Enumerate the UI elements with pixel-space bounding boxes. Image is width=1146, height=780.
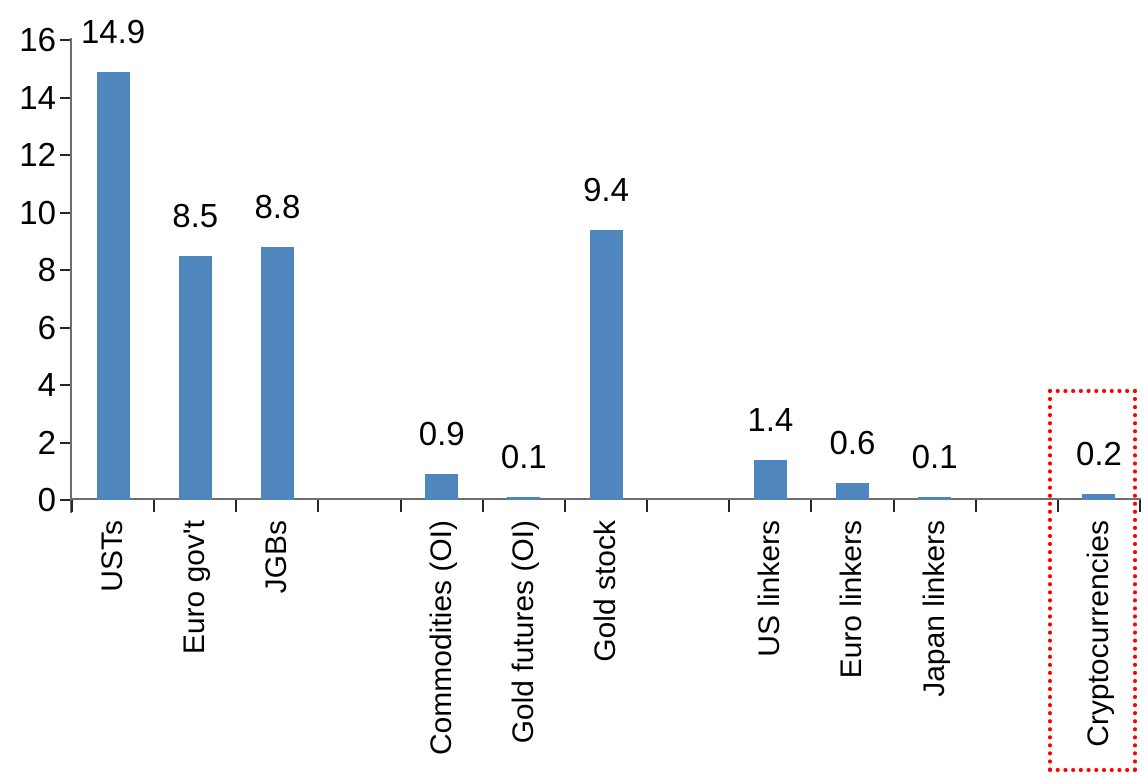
y-axis-tick-label: 0 — [37, 481, 56, 518]
bar — [425, 474, 459, 500]
bar-value-label: 14.9 — [80, 12, 146, 50]
category-label: Gold stock — [589, 520, 622, 662]
y-axis-tick — [60, 326, 70, 329]
y-axis-tick-label: 6 — [37, 308, 56, 346]
x-axis-tick — [153, 500, 156, 512]
y-axis-tick — [60, 384, 70, 386]
y-axis-tick-label: 4 — [37, 366, 56, 403]
x-axis-tick — [399, 500, 402, 512]
x-axis-tick — [1139, 500, 1141, 512]
category-label: JGBs — [260, 520, 294, 594]
category-label: Euro gov't — [178, 520, 212, 655]
y-axis-line — [70, 38, 72, 513]
category-label: Japan linkers — [917, 520, 951, 697]
y-axis-tick — [60, 441, 70, 444]
x-axis-tick — [481, 500, 484, 512]
x-axis-tick — [563, 500, 566, 512]
x-axis-tick — [71, 500, 73, 512]
bar — [96, 71, 130, 500]
y-axis-tick-label: 14 — [19, 78, 56, 116]
bar-value-label: 8.8 — [254, 188, 301, 225]
category-label: Gold futures (OI) — [506, 520, 540, 744]
x-axis-tick — [974, 500, 977, 512]
x-axis-tick — [235, 500, 238, 512]
category-label: USTs — [96, 520, 130, 592]
bar — [918, 497, 952, 500]
y-axis-tick — [60, 499, 70, 501]
highlight-box — [1048, 389, 1137, 772]
x-axis-tick — [810, 500, 813, 512]
y-axis-tick — [60, 269, 70, 271]
bar-value-label: 9.4 — [583, 170, 629, 208]
y-axis-tick-label: 2 — [37, 423, 56, 461]
bar-value-label: 0.1 — [911, 438, 958, 476]
bar-value-label: 8.5 — [172, 196, 219, 234]
bar — [1082, 494, 1116, 500]
bar-value-label: 0.2 — [1075, 435, 1122, 473]
bar — [507, 497, 541, 500]
y-axis-tick — [60, 96, 70, 99]
y-axis-tick-label: 12 — [19, 136, 56, 173]
x-axis-tick — [892, 500, 895, 512]
y-axis-tick — [60, 39, 70, 41]
category-label: Commodities (OI) — [424, 520, 458, 756]
y-axis-tick — [60, 211, 70, 214]
bar — [178, 255, 212, 500]
bar — [753, 459, 787, 500]
x-axis-tick — [1056, 500, 1059, 512]
x-axis-tick — [317, 500, 320, 512]
bar-value-label: 0.6 — [829, 423, 876, 461]
bar — [835, 482, 869, 500]
x-axis-tick — [646, 500, 649, 512]
bar — [589, 229, 623, 500]
bar-value-label: 0.9 — [418, 415, 465, 453]
y-axis-tick-label: 10 — [19, 193, 56, 231]
category-label: Euro linkers — [835, 520, 869, 679]
bar-value-label: 0.1 — [500, 438, 547, 476]
category-label: US linkers — [753, 520, 787, 657]
bar-value-label: 1.4 — [747, 400, 794, 438]
bar — [260, 247, 294, 500]
y-axis-tick-label: 8 — [37, 251, 56, 288]
x-axis-tick — [728, 500, 731, 512]
y-axis-tick — [60, 154, 70, 156]
y-axis-tick-label: 16 — [19, 21, 56, 58]
